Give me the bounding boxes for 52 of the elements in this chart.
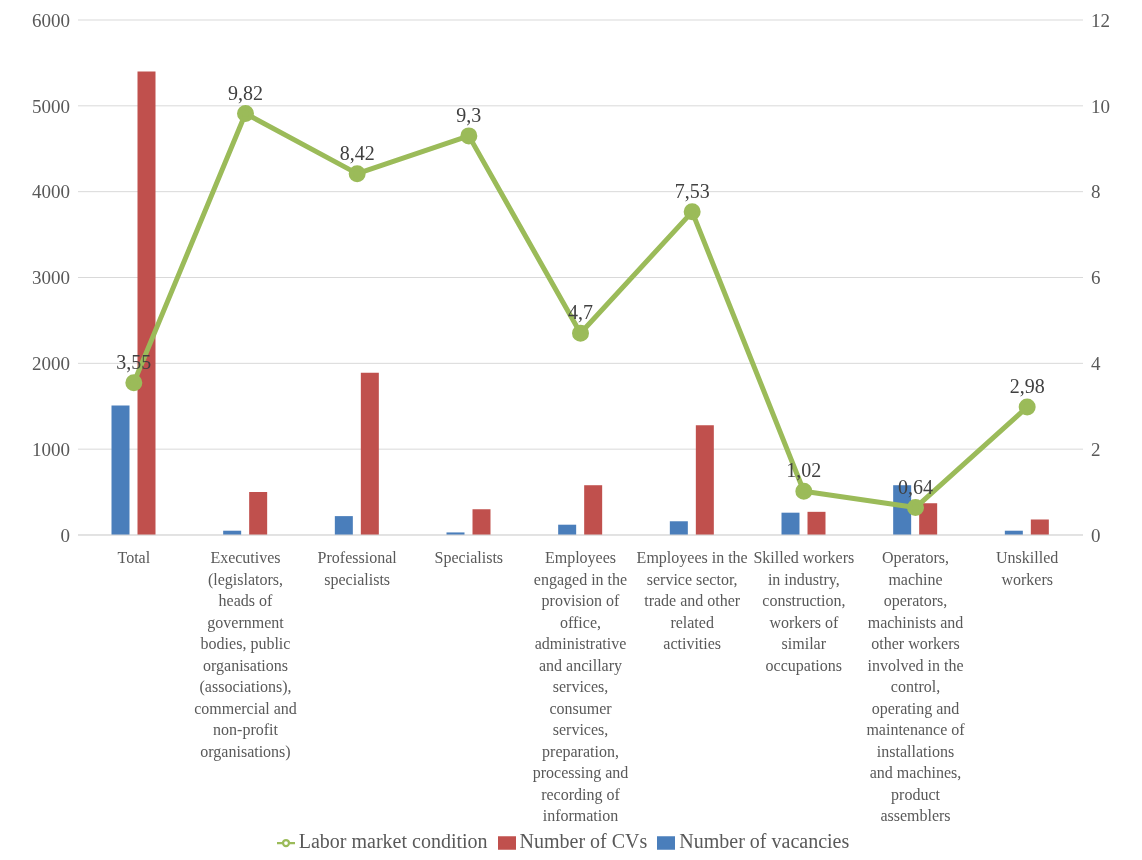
- point: [1018, 398, 1036, 416]
- point: [907, 499, 924, 517]
- y2-tick-label: 2: [1091, 438, 1101, 460]
- data-label: 9,3: [456, 103, 482, 126]
- x-tick-label: Employees in the service sector, trade and other related activities: [636, 549, 748, 652]
- x-tick-label: Skilled workers in industry, construction, workers of similar occupations: [753, 549, 855, 675]
- data-label: 2,98: [1009, 375, 1045, 398]
- x-tick-label: Professional specialists: [317, 549, 398, 589]
- category-label: Operators, machine operators, machinists and other workers involved in the control, operating and maintenance of installations and machines, product assemblers: [866, 549, 965, 824]
- y2-tick-label: 10: [1091, 95, 1110, 117]
- point: [348, 165, 366, 183]
- data-label: 0,64: [898, 475, 933, 498]
- point: [125, 374, 143, 392]
- data-label: 9,82: [228, 81, 263, 104]
- bar: [111, 405, 130, 535]
- x-tick-label: Unskilled workers: [996, 549, 1059, 588]
- y-tick-label: 5000: [32, 95, 70, 117]
- bar: [360, 372, 379, 535]
- category-label: Executives (legislators, heads of government bodies, public organisations (associations), commercial and non-profit organisations): [194, 549, 297, 760]
- legend-label: Number of CVs: [519, 830, 648, 852]
- point: [795, 482, 813, 500]
- bar: [584, 485, 603, 535]
- point: [460, 127, 478, 145]
- y2-tick-label: 4: [1091, 353, 1101, 375]
- bar: [472, 509, 491, 535]
- bar: [1030, 519, 1049, 535]
- point: [237, 105, 254, 123]
- x-tick-label: Total: [117, 549, 151, 566]
- bar: [807, 511, 826, 535]
- legend-label: Labor market condition: [298, 830, 488, 852]
- bar: [334, 516, 353, 535]
- x-tick-label: Specialists: [434, 549, 504, 567]
- category-label: Employees engaged in the provision of office, administrative and ancillary services, consumer services, preparation, processing and recording of information: [532, 549, 629, 824]
- point: [572, 324, 589, 342]
- y-tick-label: 6000: [32, 9, 70, 31]
- data-label: 7,53: [674, 179, 710, 202]
- y-tick-label: 1000: [32, 438, 70, 460]
- bar: [669, 521, 688, 535]
- y-tick-label: 4000: [32, 181, 70, 203]
- y-tick-label: 0: [60, 524, 70, 546]
- bar: [781, 512, 800, 535]
- data-label: 8,42: [339, 141, 375, 164]
- y2-tick-label: 12: [1091, 9, 1110, 31]
- y-tick-label: 2000: [32, 353, 70, 375]
- y2-tick-label: 8: [1091, 181, 1101, 203]
- point: [683, 203, 701, 221]
- y2-tick-label: 6: [1091, 267, 1101, 289]
- legend-label: Number of vacancies: [679, 830, 850, 852]
- y2-tick-label: 0: [1091, 524, 1101, 546]
- y-tick-label: 3000: [32, 267, 70, 289]
- bar: [249, 492, 268, 535]
- bar: [695, 425, 714, 535]
